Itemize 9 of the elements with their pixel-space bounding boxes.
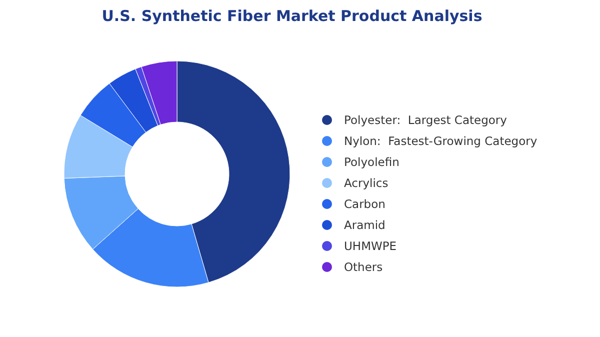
legend-label: Nylon: Fastest-Growing Category	[344, 134, 538, 148]
legend-label: Acrylics	[344, 176, 388, 190]
chart-title: U.S. Synthetic Fiber Market Product Analysis	[100, 7, 484, 25]
legend-label: UHMWPE	[344, 238, 397, 252]
legend-label: Polyester: Largest Category	[344, 112, 507, 126]
legend-label: Aramid	[344, 218, 386, 232]
legend-label: Polyolefin	[344, 154, 400, 168]
legend-label: Others	[344, 260, 383, 274]
legend-label: Carbon	[344, 196, 386, 210]
